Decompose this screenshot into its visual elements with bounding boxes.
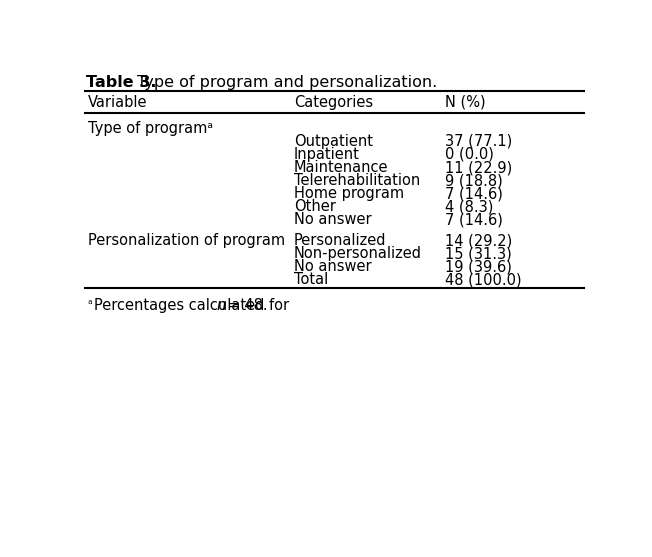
Text: 48 (100.0): 48 (100.0): [445, 272, 522, 287]
Text: 9 (18.8): 9 (18.8): [445, 173, 503, 188]
Text: Type of programᵃ: Type of programᵃ: [87, 121, 213, 136]
Text: Non-personalized: Non-personalized: [293, 246, 422, 261]
Text: 14 (29.2): 14 (29.2): [445, 233, 512, 248]
Text: 37 (77.1): 37 (77.1): [445, 134, 512, 149]
Text: = 48.: = 48.: [223, 298, 268, 313]
Text: N (%): N (%): [445, 95, 486, 110]
Text: Personalization of program: Personalization of program: [87, 233, 285, 248]
Text: Categories: Categories: [293, 95, 373, 110]
Text: Other: Other: [293, 199, 336, 214]
Text: Maintenance: Maintenance: [293, 160, 388, 175]
Text: 19 (39.6): 19 (39.6): [445, 260, 512, 275]
Text: Total: Total: [293, 272, 328, 287]
Text: Type of program and personalization.: Type of program and personalization.: [138, 75, 437, 90]
Text: 7 (14.6): 7 (14.6): [445, 212, 503, 227]
Text: Outpatient: Outpatient: [293, 134, 373, 149]
Text: Variable: Variable: [87, 95, 147, 110]
Text: Inpatient: Inpatient: [293, 147, 360, 162]
Text: n: n: [216, 298, 226, 313]
Text: 0 (0.0): 0 (0.0): [445, 147, 494, 162]
Text: No answer: No answer: [293, 260, 372, 275]
Text: Percentages calculated for: Percentages calculated for: [94, 298, 293, 313]
Text: No answer: No answer: [293, 212, 372, 227]
Text: Telerehabilitation: Telerehabilitation: [293, 173, 420, 188]
Text: 7 (14.6): 7 (14.6): [445, 186, 503, 201]
Text: Home program: Home program: [293, 186, 404, 201]
Text: ᵃ: ᵃ: [87, 298, 92, 311]
Text: Table 3.: Table 3.: [86, 75, 156, 90]
Text: 4 (8.3): 4 (8.3): [445, 199, 494, 214]
Text: Personalized: Personalized: [293, 233, 386, 248]
Text: 11 (22.9): 11 (22.9): [445, 160, 512, 175]
Text: 15 (31.3): 15 (31.3): [445, 246, 512, 261]
